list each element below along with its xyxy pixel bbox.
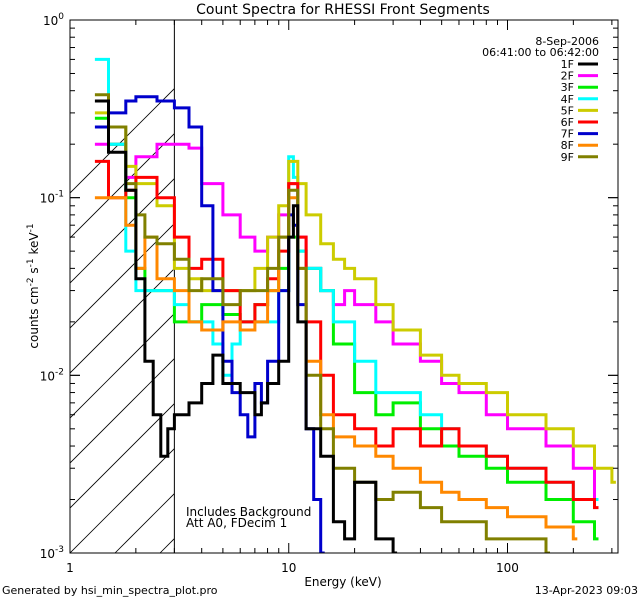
x-axis-label: Energy (keV) xyxy=(304,575,381,589)
hatch-line xyxy=(70,223,175,329)
y-axis-label: counts cm-2 s-1 keV-1 xyxy=(26,223,41,348)
legend-label-1f: 1F xyxy=(561,58,574,71)
chart-title: Count Spectra for RHESSI Front Segments xyxy=(196,2,490,18)
legend-time-range: 06:41:00 to 06:42:00 xyxy=(482,46,599,59)
hatch-line xyxy=(70,88,175,194)
annotation-attenuator: Att A0, FDecim 1 xyxy=(186,516,287,530)
legend-label-3f: 3F xyxy=(561,81,574,94)
legend-date: 8-Sep-2006 xyxy=(535,35,599,48)
footer-timestamp: 13-Apr-2023 09:03 xyxy=(535,584,638,597)
legend-label-9f: 9F xyxy=(561,151,574,164)
legend-label-8f: 8F xyxy=(561,139,574,152)
footer-generated-by: Generated by hsi_min_spectra_plot.pro xyxy=(2,584,218,597)
legend-label-5f: 5F xyxy=(561,104,574,117)
x-tick-label: 10 xyxy=(281,561,296,575)
legend-label-7f: 7F xyxy=(561,128,574,141)
x-tick-label: 100 xyxy=(496,561,519,575)
annotation-background: Includes Background xyxy=(186,505,311,519)
hatch-line xyxy=(70,403,175,509)
legend-label-6f: 6F xyxy=(561,116,574,129)
x-tick-label: 1 xyxy=(66,561,74,575)
hatch-line xyxy=(70,448,175,553)
axis-ticks xyxy=(69,19,618,554)
y-tick-labels: 100 10-1 10-2 10-3 xyxy=(40,12,65,561)
y-tick-label: 10-2 xyxy=(40,367,64,383)
hatch-line xyxy=(70,268,175,374)
y-tick-label: 10-3 xyxy=(40,545,64,561)
legend-label-2f: 2F xyxy=(561,70,574,83)
x-tick-labels: 1 10 100 xyxy=(66,561,519,575)
series-line-6f xyxy=(94,159,599,510)
y-tick-label: 100 xyxy=(43,12,64,28)
plot-frame xyxy=(69,19,619,554)
legend-label-4f: 4F xyxy=(561,93,574,106)
series-lines xyxy=(94,57,616,553)
series-line-1f xyxy=(94,99,398,553)
y-tick-label: 10-1 xyxy=(40,190,64,206)
